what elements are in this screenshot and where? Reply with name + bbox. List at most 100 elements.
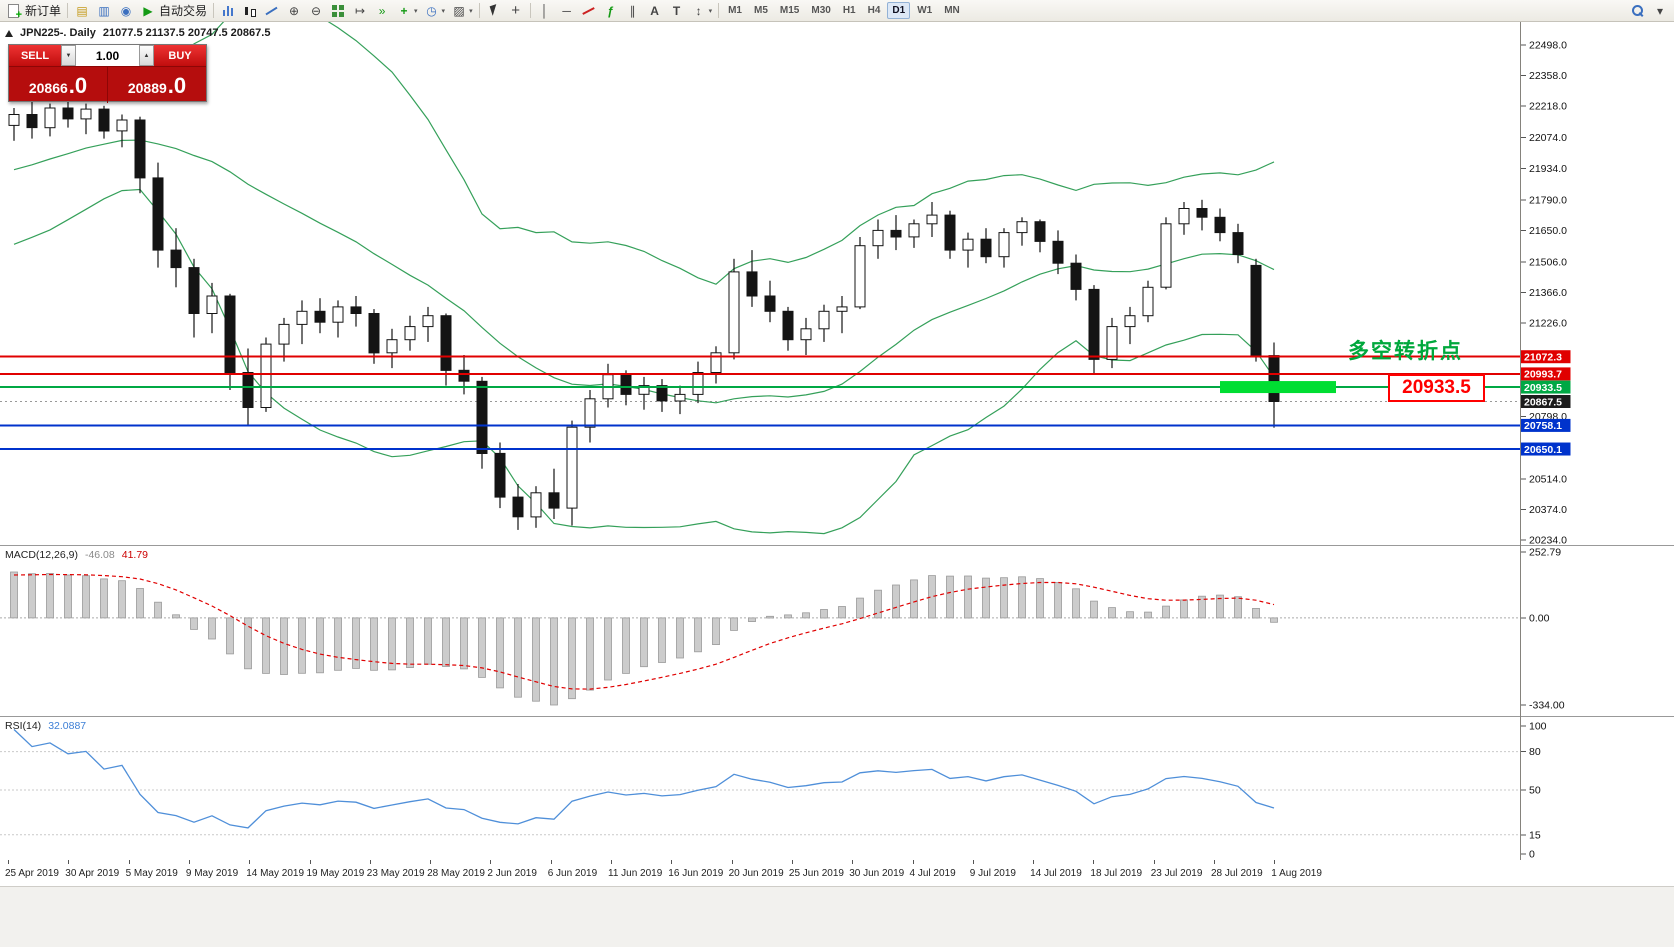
toolbar: 新订单▤▥◉▶自动交易⊕⊖↦»+▾◷▾▨▾+│─ƒ∥AT↕▾ M1M5M15M3… xyxy=(0,0,1674,22)
timeframe-d1-button[interactable]: D1 xyxy=(887,2,911,19)
date-label: 19 May 2019 xyxy=(306,868,365,879)
price-badge xyxy=(1520,380,1571,394)
price-axis-divider xyxy=(1520,22,1521,886)
price-callout-box[interactable]: 20933.5 xyxy=(1388,374,1485,402)
date-label: 30 Jun 2019 xyxy=(849,868,905,879)
volume-input[interactable] xyxy=(76,45,139,66)
timeframe-m15-button[interactable]: M15 xyxy=(775,2,804,19)
timeframe-h1-button[interactable]: H1 xyxy=(838,2,861,19)
date-tick xyxy=(490,860,492,864)
macd-chart-canvas[interactable]: 252.79 0.00 -334.00 xyxy=(0,545,1674,716)
macd-histogram xyxy=(10,571,1278,706)
data-window-button[interactable]: ▥ xyxy=(93,1,115,20)
crosshair-button[interactable]: + xyxy=(505,1,527,20)
timeframe-m30-button[interactable]: M30 xyxy=(806,2,835,19)
date-label: 16 Jun 2019 xyxy=(668,868,724,879)
date-axis[interactable]: 25 Apr 2019 30 Apr 2019 5 May 2019 9 May 20… xyxy=(0,860,1674,886)
text-label-button[interactable]: T xyxy=(666,1,688,20)
date-tick xyxy=(68,860,70,864)
date-label: 25 Apr 2019 xyxy=(5,868,59,879)
toolbar-overflow-icon: ▾ xyxy=(1656,3,1664,18)
indicators-button[interactable]: + ▾ xyxy=(393,1,421,20)
date-label: 6 Jun 2019 xyxy=(547,868,598,879)
new-order-button[interactable]: 新订单 xyxy=(3,1,64,21)
templates-button[interactable]: ▨ ▾ xyxy=(448,1,476,20)
timeframe-w1-button[interactable]: W1 xyxy=(912,2,937,19)
price-tick-label: 20234.0 xyxy=(1529,535,1567,546)
trendline-button[interactable] xyxy=(578,1,600,20)
chart-shift-button[interactable]: ↦ xyxy=(349,1,371,20)
date-label: 20 Jun 2019 xyxy=(728,868,784,879)
text-button[interactable]: A xyxy=(644,1,666,20)
zoom-in-button[interactable]: ⊕ xyxy=(283,1,305,20)
arrows-dropdown-icon: ▾ xyxy=(708,7,713,15)
chart-symbol-label: JPN225-. Daily 21077.5 21137.5 20747.5 2… xyxy=(5,27,270,39)
toolbar-overflow-button[interactable]: ▾ xyxy=(1649,1,1671,20)
date-label: 28 Jul 2019 xyxy=(1211,868,1263,879)
price-tick-label: 20514.0 xyxy=(1529,473,1567,485)
zoom-in-icon: ⊕ xyxy=(289,3,300,18)
date-tick xyxy=(550,860,552,864)
date-tick xyxy=(731,860,733,864)
autotrading-label: 自动交易 xyxy=(159,4,208,18)
fibonacci-button[interactable]: ƒ xyxy=(600,1,622,20)
sell-button[interactable]: SELL xyxy=(9,45,61,66)
autotrading-button[interactable]: ▶ 自动交易 xyxy=(137,1,210,20)
highlight-bar[interactable] xyxy=(1220,381,1336,394)
autotrading-icon: ▶ xyxy=(143,3,153,18)
rsi-tick-label: 50 xyxy=(1529,785,1541,797)
tile-windows-button[interactable] xyxy=(327,1,349,20)
turning-point-annotation[interactable]: 多空转折点 xyxy=(1348,340,1463,363)
search-button[interactable] xyxy=(1627,1,1649,20)
candlestick-chart-icon xyxy=(242,3,258,19)
rsi-chart-canvas[interactable]: 100 80 50 15 0 xyxy=(0,716,1674,860)
candlestick-chart-button[interactable] xyxy=(239,1,261,20)
auto-scroll-icon: » xyxy=(378,3,386,18)
price-tick-label: 21790.0 xyxy=(1529,194,1567,206)
cursor-button[interactable] xyxy=(483,1,505,20)
arrows-button[interactable]: ↕ ▾ xyxy=(688,1,716,20)
bar-chart-button[interactable] xyxy=(217,1,239,20)
templates-icon: ▨ xyxy=(453,3,465,18)
horizontal-line-icon: ─ xyxy=(562,3,571,18)
price-badge xyxy=(1520,350,1571,364)
sell-price[interactable]: 20866.0 xyxy=(9,67,108,103)
timeframe-h4-button[interactable]: H4 xyxy=(863,2,886,19)
date-tick xyxy=(188,860,190,864)
trade-panel-toggle-icon[interactable] xyxy=(5,29,13,37)
price-chart-canvas[interactable]: 22498.0 22358.0 22218.0 22074.0 21934.0 21790… xyxy=(0,22,1674,545)
line-chart-button[interactable] xyxy=(261,1,283,20)
date-tick xyxy=(852,860,854,864)
market-watch-button[interactable]: ▤ xyxy=(71,1,93,20)
horizontal-line-button[interactable]: ─ xyxy=(556,1,578,20)
toolbar-separator xyxy=(529,3,531,18)
timeframe-mn-button[interactable]: MN xyxy=(939,2,965,19)
price-badge-label: 20758.1 xyxy=(1524,420,1562,432)
price-badge xyxy=(1520,418,1571,432)
date-tick xyxy=(1274,860,1276,864)
periods-button[interactable]: ◷ ▾ xyxy=(421,1,449,20)
zoom-out-button[interactable]: ⊖ xyxy=(305,1,327,20)
volume-down-button[interactable]: ▼ xyxy=(61,45,76,66)
web-terminal-button[interactable]: ◉ xyxy=(115,1,137,20)
buy-price[interactable]: 20889.0 xyxy=(108,67,206,103)
auto-scroll-button[interactable]: » xyxy=(371,1,393,20)
periods-dropdown-icon: ▾ xyxy=(441,7,446,15)
channel-button[interactable]: ∥ xyxy=(622,1,644,20)
price-tick-label: 21650.0 xyxy=(1529,225,1567,237)
date-tick xyxy=(611,860,612,864)
timeframe-m5-button[interactable]: M5 xyxy=(749,2,773,19)
price-badge xyxy=(1520,367,1571,381)
date-tick xyxy=(430,860,432,864)
date-label: 5 May 2019 xyxy=(125,868,178,879)
macd-signal-value: 41.79 xyxy=(121,549,149,561)
volume-up-button[interactable]: ▲ xyxy=(139,45,154,66)
ohlc-values: 21077.5 21137.5 20747.5 20867.5 xyxy=(102,27,271,39)
toolbar-separator xyxy=(67,3,69,18)
timeframe-m1-button[interactable]: M1 xyxy=(723,2,747,19)
vertical-line-button[interactable]: │ xyxy=(534,1,556,20)
date-label: 25 Jun 2019 xyxy=(788,868,844,879)
bar-chart-icon xyxy=(220,3,236,19)
buy-button[interactable]: BUY xyxy=(154,45,206,66)
toolbar-separator xyxy=(718,3,720,18)
